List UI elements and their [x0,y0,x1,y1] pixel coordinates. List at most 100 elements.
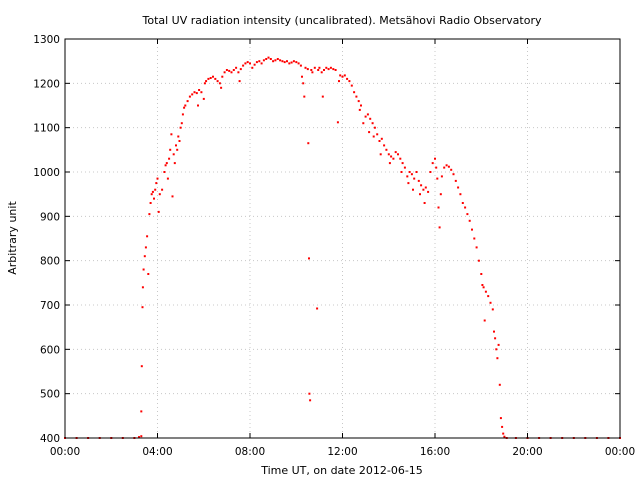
data-point [483,319,486,322]
data-point [423,202,426,204]
data-point [311,71,314,74]
data-point [390,155,393,158]
data-point [181,113,184,116]
data-point [195,92,198,95]
data-point [149,202,152,204]
data-point [435,166,438,169]
data-point [214,77,217,80]
data-point [168,157,171,160]
data-point [251,66,254,69]
data-point [368,131,371,134]
data-point [313,66,316,69]
data-point [369,117,372,120]
data-point [499,417,502,420]
data-point [412,188,414,191]
data-point [403,166,406,169]
data-point [146,235,149,238]
data-point [223,71,226,74]
data-point [376,133,379,136]
data-point [399,157,402,160]
data-point [353,91,356,94]
data-point [447,165,450,168]
data-point [260,62,263,65]
data-point [419,193,421,196]
data-point [197,104,199,107]
data-point [471,228,473,231]
data-point [464,206,467,209]
data-point [176,148,179,151]
data-point [394,151,397,154]
data-point [491,308,494,311]
data-point [183,106,186,109]
data-point [496,357,499,360]
data-point [140,410,143,413]
data-point [141,306,144,309]
data-point [249,62,251,65]
data-point [262,59,265,62]
data-point [385,148,388,151]
data-point [318,66,321,69]
data-point [140,435,143,438]
x-tick-label: 08:00 [235,446,265,458]
data-point [350,84,353,87]
data-point [239,68,242,71]
y-tick-label: 800 [40,256,60,268]
data-point [203,82,206,85]
data-point [321,95,324,98]
data-point [481,284,484,286]
data-point [308,392,311,395]
data-point [151,190,154,193]
data-point [163,171,166,173]
data-point [242,64,245,67]
data-point [379,153,382,156]
data-point [459,193,462,196]
data-point [306,68,309,71]
data-point [156,177,159,180]
data-point [437,206,440,209]
data-point [477,259,480,262]
data-point [237,71,240,74]
data-point [228,69,231,72]
data-point [171,195,174,198]
data-point [238,80,241,83]
x-tick-label: 16:00 [420,446,450,458]
data-point [355,95,358,98]
data-point [202,97,205,100]
data-point [327,68,330,71]
data-point [427,190,430,193]
data-point [269,58,272,60]
data-point [406,175,409,178]
y-tick-label: 1200 [33,78,60,90]
data-point [166,177,169,180]
data-point [169,148,172,151]
data-point [387,153,390,156]
data-point [253,63,256,66]
data-point [225,69,228,71]
data-point [383,144,386,147]
data-point [454,179,457,182]
y-tick-label: 900 [40,211,60,223]
y-tick-label: 600 [40,344,60,356]
data-point [482,286,485,289]
data-point [138,436,140,439]
grid [65,39,620,438]
data-point [155,182,158,185]
data-point [445,164,448,167]
data-point [475,246,478,249]
data-point [468,219,471,222]
data-point [140,365,143,368]
data-point [325,66,328,69]
data-point [343,74,346,77]
data-point [336,121,339,124]
data-point [495,348,498,351]
data-point [316,307,319,310]
data-point [154,188,157,191]
data-point [141,286,144,289]
data-point [452,173,455,176]
data-point [244,62,247,65]
data-point [209,77,212,79]
data-point [205,80,208,83]
data-point [258,60,261,63]
